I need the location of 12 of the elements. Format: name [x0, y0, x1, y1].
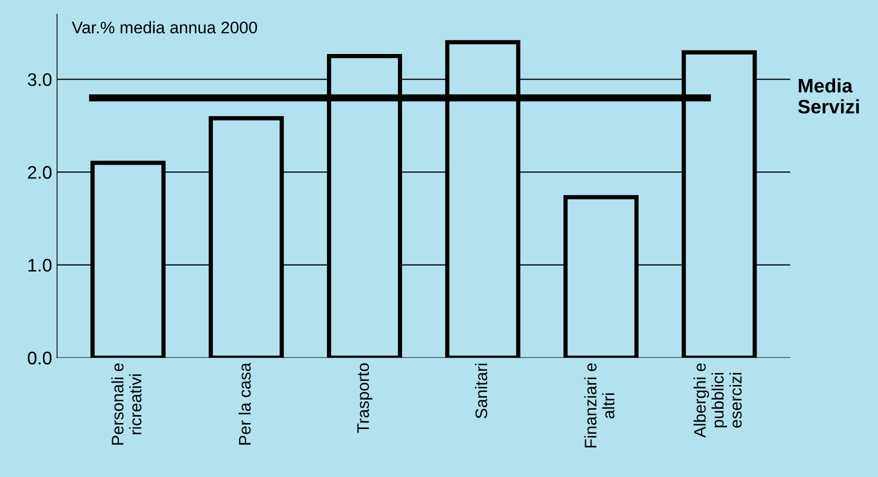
x-tick-label: Trasporto — [357, 363, 372, 433]
y-tick-label: 0.0 — [28, 352, 52, 364]
y-tick-label: 3.0 — [28, 73, 52, 86]
y-tick-label: 1.0 — [28, 258, 52, 272]
ref-line-label: Media Servizi — [798, 78, 859, 114]
chart-title: Var.% media annua 2000 — [72, 21, 258, 34]
x-tick-label: Alberghi e pubblici esercizi — [694, 363, 742, 438]
x-tick-label: Finanziari e altri — [584, 363, 614, 448]
y-tick-label: 2.0 — [28, 166, 52, 179]
x-tick-label: Per la casa — [238, 362, 251, 445]
x-tick-label: Personali e ricreativi — [111, 363, 142, 445]
x-tick-label: Sanitari — [474, 364, 488, 418]
